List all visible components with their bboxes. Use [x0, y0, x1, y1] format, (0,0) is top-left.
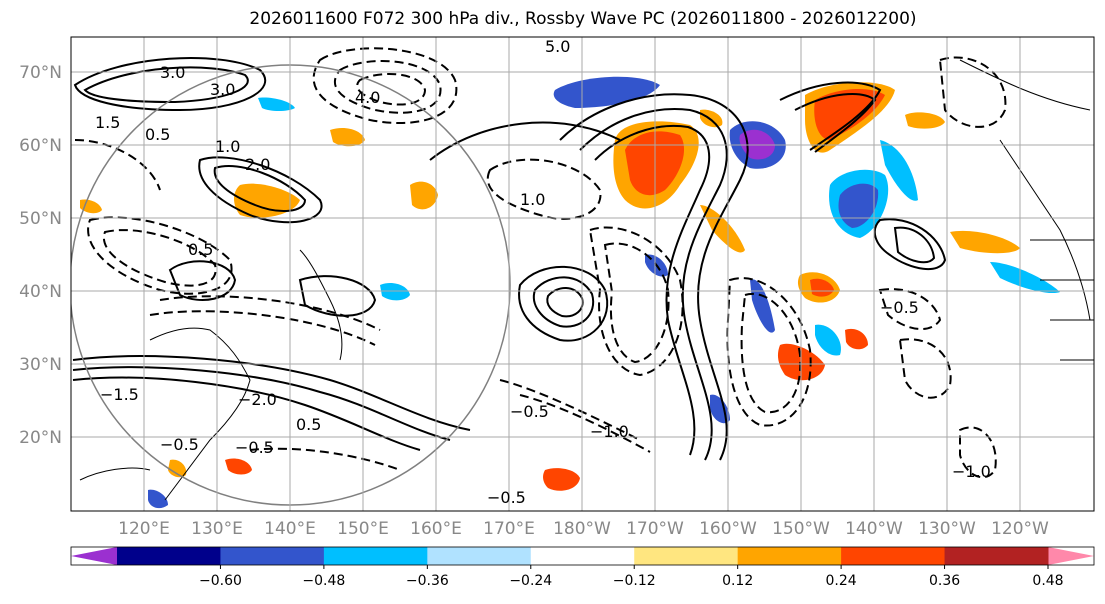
- lon-tick-label: 150°W: [772, 519, 830, 539]
- lon-tick-label: 180°W: [553, 519, 611, 539]
- lon-tick-label: 150°E: [337, 519, 389, 539]
- contour-label: −0.5: [235, 438, 274, 457]
- colorbar-extend-high: [1048, 547, 1094, 565]
- contour-label: 2.0: [245, 155, 270, 174]
- lon-tick-label: 130°E: [191, 519, 243, 539]
- contour-label: −1.5: [100, 385, 139, 404]
- lon-tick-label: 120°W: [991, 519, 1049, 539]
- lon-tick-label: 170°W: [626, 519, 684, 539]
- colorbar-tick-label: −0.24: [509, 573, 552, 589]
- colorbar-segment: [220, 547, 325, 565]
- lon-tick-label: 160°W: [699, 519, 757, 539]
- colorbar-tick-label: −0.48: [302, 573, 345, 589]
- map-content: 5.0 3.0 4.0 3.0 1.5 0.5 1.0 2.0 0.5 −0.5…: [71, 37, 1094, 511]
- colorbar: −0.60 −0.48 −0.36 −0.24 −0.12 0.12 0.24 0.36 0.4…: [70, 546, 1095, 589]
- positive-contours: [72, 57, 947, 461]
- contour-label: −0.5: [880, 298, 919, 317]
- colorbar-extend-low: [71, 547, 117, 565]
- contour-label: 1.5: [95, 113, 120, 132]
- colorbar-segment: [427, 547, 532, 565]
- colorbar-tick-label: 0.24: [826, 573, 857, 589]
- colorbar-tick-label: 0.48: [1032, 573, 1063, 589]
- colorbar-tick-label: 0.12: [722, 573, 753, 589]
- negative-contours: [74, 47, 1007, 479]
- gridlines: [71, 37, 1094, 511]
- lon-tick-label: 130°W: [918, 519, 976, 539]
- contour-label: −0.5: [487, 488, 526, 507]
- contour-label: 0.5: [145, 125, 170, 144]
- contour-label: 5.0: [545, 37, 570, 56]
- colorbar-segment: [117, 547, 221, 565]
- lat-axis: 70°N 60°N 50°N 40°N 30°N 20°N: [19, 63, 62, 448]
- lat-tick-label: 20°N: [19, 428, 62, 448]
- lat-tick-label: 70°N: [19, 63, 62, 83]
- contour-label: 0.5: [188, 240, 213, 259]
- colorbar-tick-label: −0.12: [613, 573, 656, 589]
- contour-labels: 5.0 3.0 4.0 3.0 1.5 0.5 1.0 2.0 0.5 −0.5…: [95, 37, 991, 507]
- contour-label: 3.0: [210, 80, 235, 99]
- colorbar-tick-label: −0.60: [199, 573, 242, 589]
- colorbar-segment: [323, 547, 428, 565]
- contour-label: 1.0: [215, 137, 240, 156]
- colorbar-segment: [530, 547, 635, 565]
- colorbar-frame: [70, 546, 1095, 566]
- contour-label: 4.0: [355, 88, 380, 107]
- colorbar-segment: [737, 547, 842, 565]
- lat-tick-label: 40°N: [19, 282, 62, 302]
- lon-tick-label: 120°E: [118, 519, 170, 539]
- lon-tick-label: 140°E: [264, 519, 316, 539]
- lat-tick-label: 60°N: [19, 136, 62, 156]
- lat-tick-label: 50°N: [19, 209, 62, 229]
- contour-label: 0.5: [296, 415, 321, 434]
- map-title: 2026011600 F072 300 hPa div., Rossby Wav…: [249, 9, 917, 29]
- contour-label: −1.0: [590, 422, 629, 441]
- lon-tick-label: 140°W: [845, 519, 903, 539]
- contour-label: 1.0: [520, 190, 545, 209]
- lon-tick-label: 160°E: [410, 519, 462, 539]
- lat-tick-label: 30°N: [19, 355, 62, 375]
- lon-tick-label: 170°E: [483, 519, 535, 539]
- contour-label: −1.0: [952, 462, 991, 481]
- lon-axis: 120°E 130°E 140°E 150°E 160°E 170°E 180°…: [118, 519, 1049, 539]
- plot-frame: [70, 36, 1095, 512]
- colorbar-segment: [841, 547, 946, 565]
- contour-label: −0.5: [160, 435, 199, 454]
- colorbar-segment: [944, 547, 1049, 565]
- colorbar-tick-label: −0.36: [406, 573, 449, 589]
- colorbar-segment: [634, 547, 739, 565]
- colorbar-tick-label: 0.36: [929, 573, 960, 589]
- contour-label: 3.0: [160, 63, 185, 82]
- contour-label: −0.5: [510, 402, 549, 421]
- contour-label: −2.0: [238, 390, 277, 409]
